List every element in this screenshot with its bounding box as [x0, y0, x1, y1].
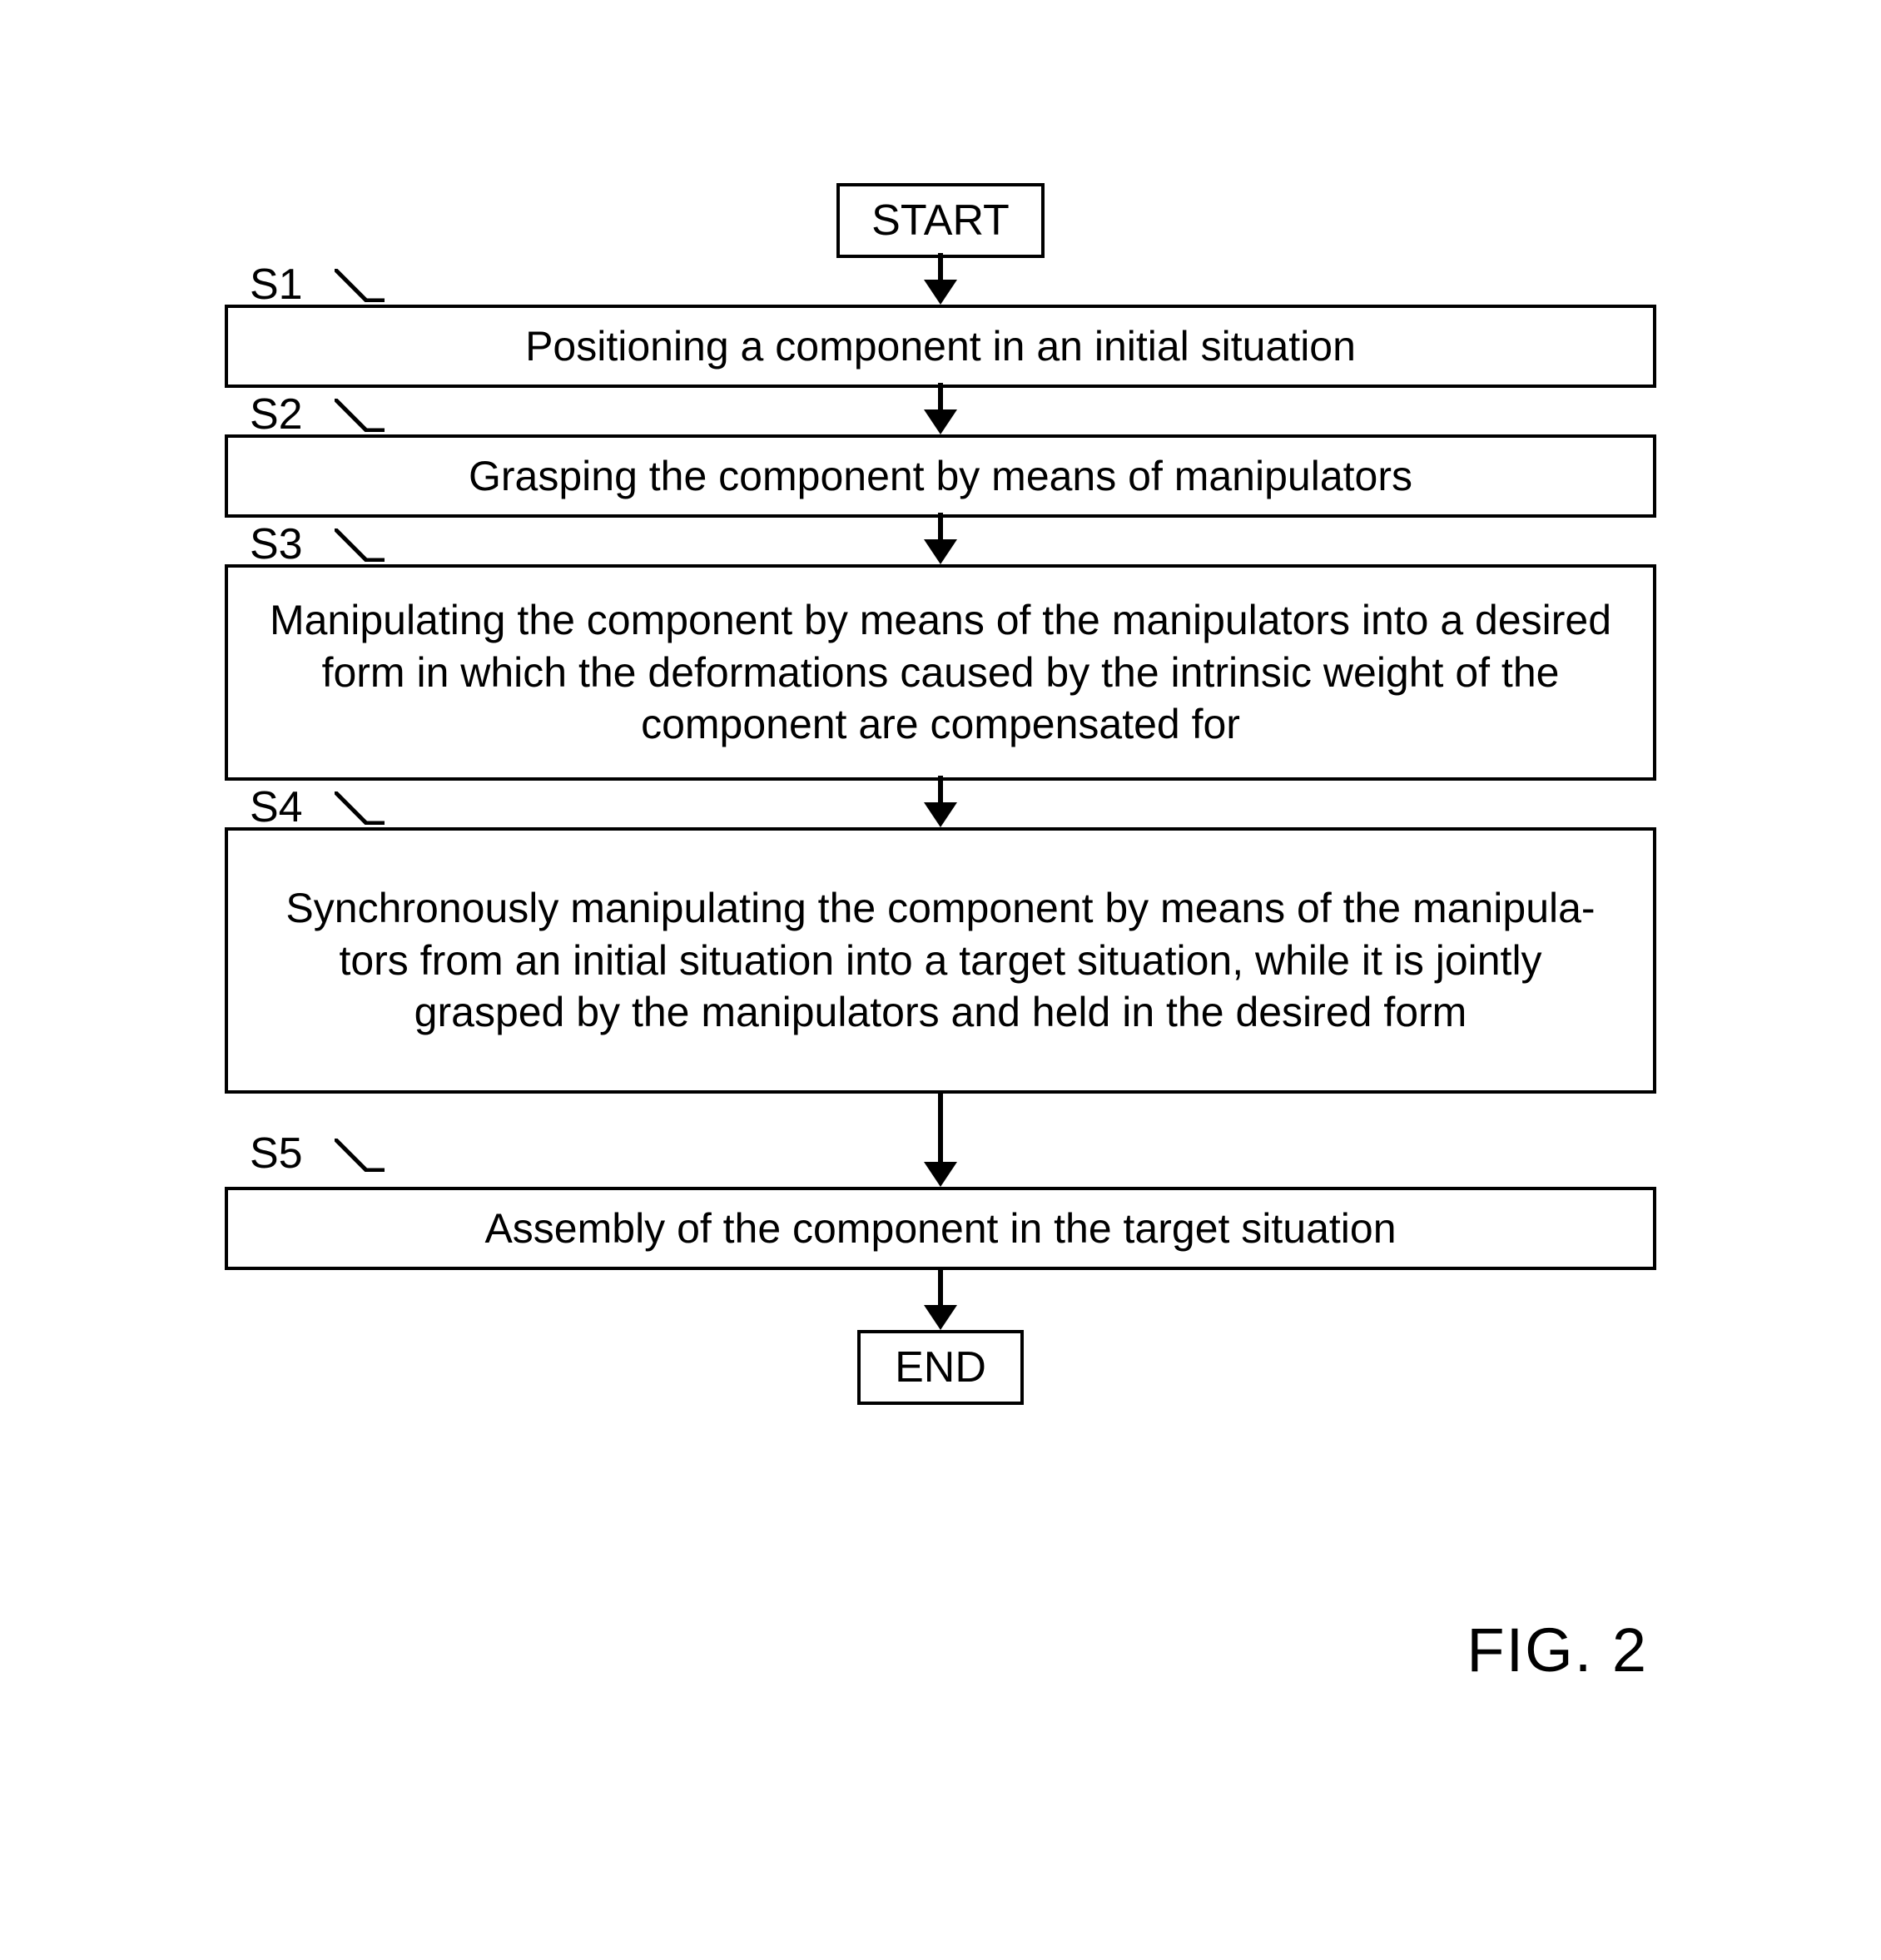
end-label: END [895, 1342, 986, 1392]
step-id-s4: S4 [250, 782, 303, 832]
step-id-s5: S5 [250, 1129, 303, 1178]
leader-tick-icon [335, 269, 385, 302]
arrow-down-icon [924, 1094, 957, 1187]
arrow-shaft [938, 776, 943, 804]
step-box-s3: Manipulating the component by means of t… [225, 564, 1656, 781]
start-box: START [836, 183, 1045, 258]
arrow-shaft [938, 513, 943, 541]
figure-caption: FIG. 2 [1467, 1615, 1648, 1685]
arrow-head-icon [924, 1305, 957, 1330]
step-text: Synchronously manipulating the component… [261, 882, 1620, 1039]
arrow-shaft [938, 1270, 943, 1307]
step-box-s5: Assembly of the component in the target … [225, 1187, 1656, 1270]
flowchart-container: START S1 Positioning a component in an i… [225, 183, 1656, 1405]
step-box-s4: Synchronously manipulating the component… [225, 827, 1656, 1094]
step-label-row: S3 [225, 518, 1656, 564]
step-label-row: S2 [225, 388, 1656, 434]
leader-tick-icon [335, 528, 385, 562]
step-id-s2: S2 [250, 390, 303, 439]
arrow-down-icon [924, 253, 957, 305]
step-label-row: S1 [225, 258, 1656, 305]
end-box: END [857, 1330, 1024, 1405]
start-label: START [871, 196, 1010, 246]
arrow-down-icon [924, 513, 957, 564]
step-text: Grasping the component by means of manip… [469, 450, 1412, 503]
step-id-s1: S1 [250, 260, 303, 310]
arrow-down-icon [924, 1270, 957, 1330]
step-box-s2: Grasping the component by means of manip… [225, 434, 1656, 518]
arrow-head-icon [924, 802, 957, 827]
arrow-shaft [938, 253, 943, 281]
arrow-head-icon [924, 280, 957, 305]
arrow-shaft [938, 383, 943, 411]
arrow-down-icon [924, 383, 957, 434]
leader-tick-icon [335, 399, 385, 432]
step-label-row: S4 [225, 781, 1656, 827]
flowchart-column: START S1 Positioning a component in an i… [225, 183, 1656, 1405]
arrow-shaft [938, 1094, 943, 1164]
arrow-down-icon [924, 776, 957, 827]
step-text: Positioning a component in an initial si… [525, 320, 1356, 373]
leader-tick-icon [335, 791, 385, 825]
arrow-head-icon [924, 409, 957, 434]
arrow-head-icon [924, 539, 957, 564]
step-id-s3: S3 [250, 519, 303, 569]
step-text: Manipulating the component by means of t… [261, 594, 1620, 751]
arrow-head-icon [924, 1162, 957, 1187]
leader-tick-icon [335, 1139, 385, 1172]
step-box-s1: Positioning a component in an initial si… [225, 305, 1656, 388]
step-text: Assembly of the component in the target … [484, 1203, 1396, 1255]
